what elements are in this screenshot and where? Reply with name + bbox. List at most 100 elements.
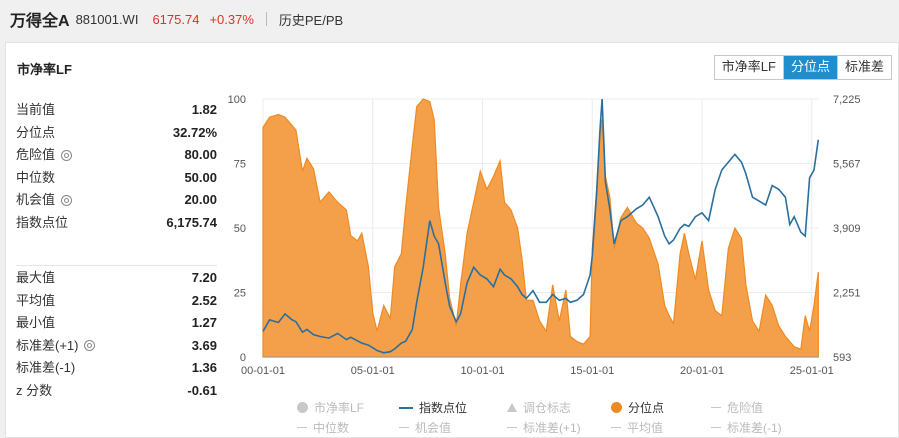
stat-label: 最大值 [16, 270, 56, 285]
legend-item[interactable]: 分位点 [611, 399, 664, 416]
legend-item[interactable]: 中位数 [297, 419, 349, 436]
legend-item[interactable]: 机会值 [399, 419, 451, 436]
x-tick-label: 05-01-01 [351, 365, 395, 377]
stat-label: 危险值 [16, 147, 56, 162]
stat-label: 中位数 [16, 169, 56, 185]
stat-label: 标准差(+1) [16, 337, 79, 353]
stat-row-mean: 平均值 2.52 [16, 290, 217, 313]
legend-item[interactable]: 危险值 [711, 399, 763, 416]
legend-dash-icon [711, 427, 721, 428]
metric-tabs: 市净率LF 分位点 标准差 [713, 55, 892, 80]
stat-label: 当前值 [16, 102, 56, 117]
y-right-tick-label: 5,567 [833, 159, 861, 171]
stat-value: 7.20 [191, 270, 217, 285]
x-tick-label: 25-01-01 [790, 365, 834, 377]
stat-value: 1.36 [191, 360, 217, 375]
legend-dash-icon [507, 427, 517, 428]
stats-current: 当前值 1.82 分位点 32.72% 危险值 80.00 中位数 50.00 机会值 2… [16, 99, 217, 234]
stats-divider [16, 265, 217, 266]
y-left-tick-label: 75 [234, 159, 246, 171]
danger-settings-gear-icon[interactable] [61, 149, 73, 161]
stat-row-opportunity: 机会值 20.00 [16, 189, 217, 212]
legend-dash-icon [611, 427, 621, 428]
legend-triangle-icon [507, 403, 517, 412]
stat-row-median: 中位数 50.00 [16, 167, 217, 190]
stat-value: 2.52 [191, 292, 217, 308]
tab-pb-lf[interactable]: 市净率LF [714, 56, 784, 79]
stat-value: 1.27 [191, 315, 217, 330]
y-right-tick-label: 7,225 [833, 94, 861, 106]
index-name: 万得全A [10, 13, 70, 30]
stat-label: 指数点位 [16, 214, 69, 230]
stat-label: 平均值 [16, 292, 56, 308]
x-tick-label: 20-01-01 [680, 365, 724, 377]
stat-label: 最小值 [16, 315, 56, 330]
stat-row-current: 当前值 1.82 [16, 99, 217, 122]
y-right-tick-label: 2,251 [833, 288, 861, 300]
legend-label: 调仓标志 [523, 401, 572, 415]
stats-distribution: 最大值 7.20 平均值 2.52 最小值 1.27 标准差(+1) 3.69 标准差(… [16, 267, 217, 402]
index-code: 881001.WI [75, 11, 139, 27]
legend-label: 平均值 [627, 421, 664, 435]
legend-circle-icon [611, 402, 622, 413]
legend-item[interactable]: 调仓标志 [507, 399, 571, 416]
valuation-panel: 市净率LF 市净率LF 分位点 标准差 当前值 1.82 分位点 32.72% 危险… [5, 42, 899, 438]
stat-row-danger: 危险值 80.00 [16, 144, 217, 167]
stat-value: 32.72% [172, 124, 217, 140]
series-area-percentile [262, 98, 819, 358]
stat-row-std-plus: 标准差(+1) 3.69 [16, 335, 217, 358]
x-tick-label: 00-01-01 [241, 365, 285, 377]
legend-item[interactable]: 平均值 [611, 419, 663, 436]
index-change: +0.37% [209, 11, 254, 27]
legend-line-icon [399, 406, 413, 409]
tab-std-dev[interactable]: 标准差 [837, 56, 891, 79]
stat-row-zscore: z 分数 -0.61 [16, 380, 217, 403]
stat-row-index-level: 指数点位 6,175.74 [16, 212, 217, 235]
legend-item[interactable]: 指数点位 [399, 399, 467, 416]
legend-label: 市净率LF [314, 401, 365, 415]
legend-label: 标准差(+1) [523, 421, 581, 435]
y-left-tick-label: 100 [228, 94, 246, 106]
stat-value: -0.61 [187, 382, 217, 398]
opportunity-settings-gear-icon[interactable] [61, 194, 73, 206]
std-settings-gear-icon[interactable] [84, 340, 96, 352]
panel-title: 市净率LF [17, 62, 72, 77]
legend-item[interactable]: 市净率LF [297, 399, 364, 416]
legend-circle-icon [297, 402, 308, 413]
y-right-tick-label: 593 [833, 352, 851, 364]
header-bar: 万得全A 881001.WI 6175.74 +0.37% 历史PE/PB [0, 0, 899, 38]
legend-item[interactable]: 标准差(-1) [711, 419, 782, 436]
stat-row-std-minus: 标准差(-1) 1.36 [16, 357, 217, 380]
stat-value: 20.00 [184, 192, 217, 207]
x-tick-label: 15-01-01 [570, 365, 614, 377]
legend-label: 分位点 [628, 401, 665, 415]
stat-row-max: 最大值 7.20 [16, 267, 217, 290]
x-tick-label: 10-01-01 [460, 365, 504, 377]
legend-label: 危险值 [727, 401, 764, 415]
tab-percentile[interactable]: 分位点 [783, 56, 838, 79]
legend-dash-icon [399, 427, 409, 428]
stat-value: 1.82 [191, 102, 217, 117]
series-line-index-level [262, 98, 820, 354]
legend-dash-icon [711, 407, 721, 408]
stat-row-percentile: 分位点 32.72% [16, 122, 217, 145]
legend-dash-icon [297, 427, 307, 428]
stat-label: 机会值 [16, 192, 56, 207]
stat-value: 6,175.74 [166, 214, 217, 230]
y-left-tick-label: 50 [234, 223, 246, 235]
percentile-chart[interactable]: 0 25 50 75 100 593 2,251 3,909 5,567 7,225 00-01-0… [6, 43, 898, 437]
y-left-tick-label: 25 [234, 288, 246, 300]
y-left-tick-label: 0 [240, 352, 246, 364]
y-right-tick-label: 3,909 [833, 223, 861, 235]
legend-item[interactable]: 标准差(+1) [507, 419, 581, 436]
stat-row-min: 最小值 1.27 [16, 312, 217, 335]
stat-label: 标准差(-1) [16, 360, 76, 375]
stat-value: 50.00 [184, 169, 217, 185]
index-price: 6175.74 [152, 11, 200, 27]
history-pe-pb-link[interactable]: 历史PE/PB [278, 12, 344, 28]
header-divider [265, 12, 267, 26]
legend-label: 中位数 [313, 421, 350, 435]
stat-value: 80.00 [184, 147, 217, 162]
legend-label: 指数点位 [419, 401, 468, 415]
legend-label: 机会值 [415, 421, 452, 435]
